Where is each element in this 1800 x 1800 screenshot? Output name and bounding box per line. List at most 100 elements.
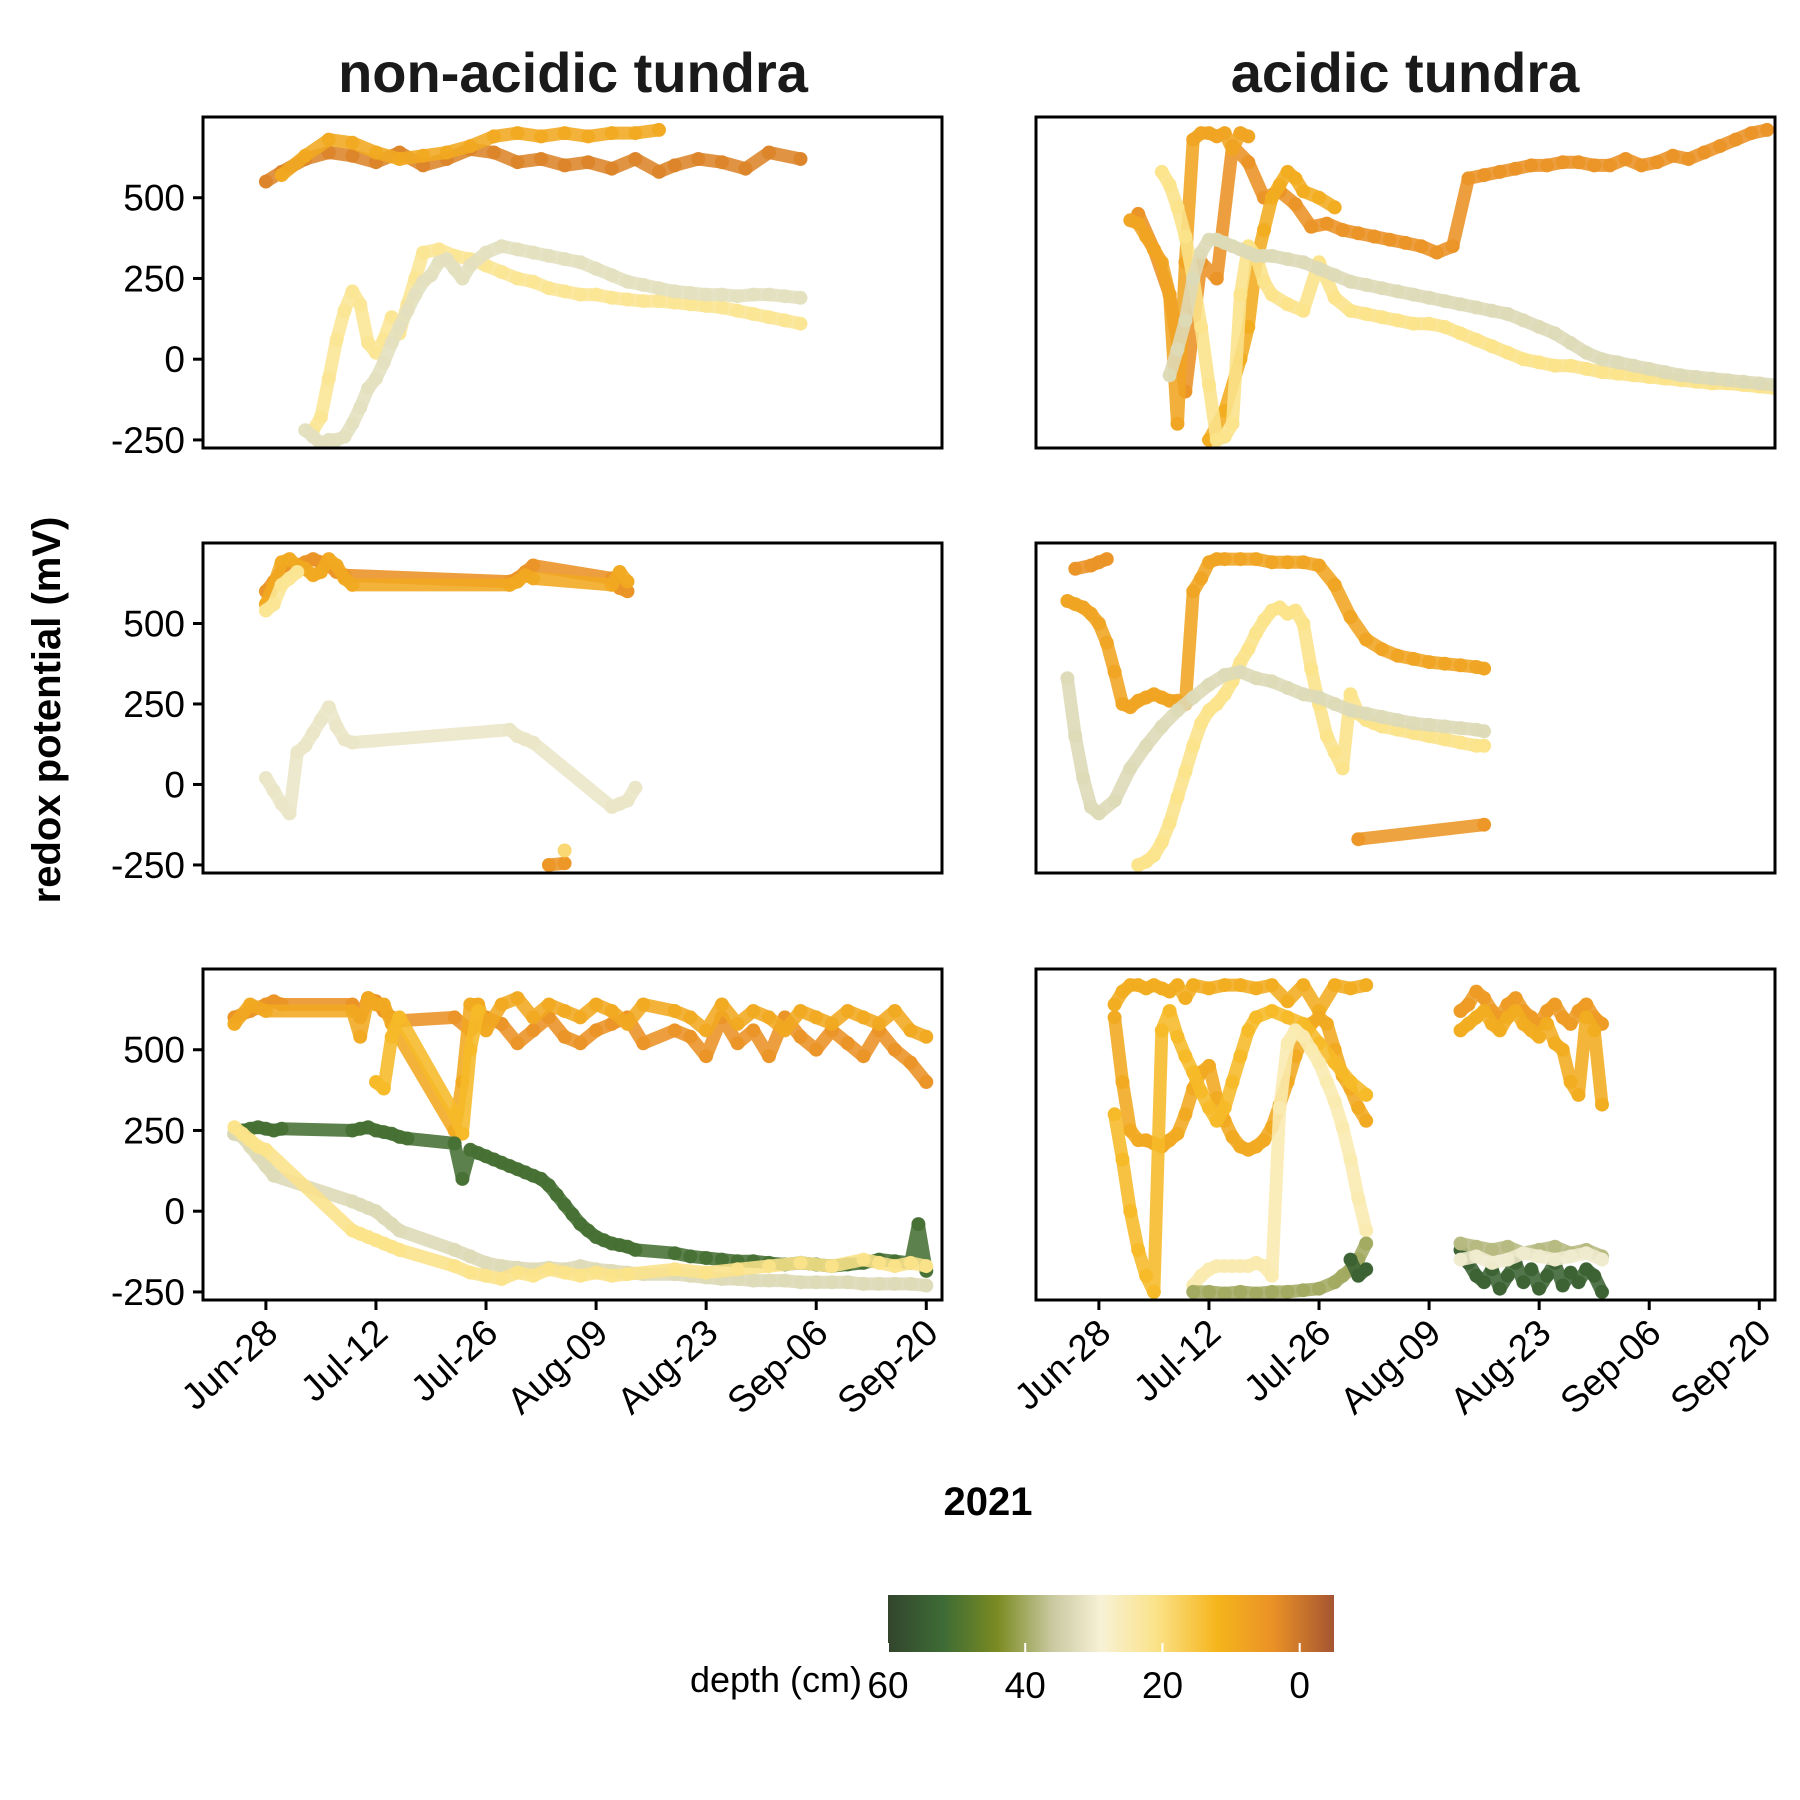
series-line-depth-8 — [1123, 126, 1255, 431]
panel-r1-c1 — [1034, 541, 1777, 875]
data-point — [1390, 284, 1405, 299]
data-point — [911, 1217, 926, 1232]
data-point — [730, 303, 745, 318]
data-point — [1618, 152, 1633, 166]
data-point — [1665, 148, 1680, 163]
data-point — [824, 1259, 839, 1274]
data-point — [1202, 1100, 1216, 1115]
data-point — [1091, 806, 1106, 821]
data-point — [1437, 656, 1452, 671]
data-point — [1422, 655, 1437, 670]
data-point — [667, 1246, 682, 1261]
data-point — [424, 268, 438, 283]
data-point — [1249, 671, 1264, 686]
data-point — [1264, 674, 1279, 689]
data-point — [557, 1265, 572, 1280]
data-point — [1736, 374, 1751, 389]
data-point — [1170, 1029, 1185, 1044]
data-point — [683, 1010, 698, 1025]
data-point — [1123, 1123, 1138, 1138]
data-point — [1154, 719, 1169, 734]
data-point — [1319, 1016, 1334, 1031]
data-point — [1131, 216, 1146, 231]
data-point — [793, 316, 808, 331]
data-point — [1194, 571, 1209, 586]
data-point — [1280, 252, 1295, 267]
data-point — [1154, 835, 1169, 850]
data-point — [872, 1016, 887, 1031]
data-point — [1626, 358, 1641, 373]
x-tick-label: Jul-12 — [293, 1311, 395, 1409]
data-point — [1351, 1191, 1366, 1206]
data-point — [1414, 239, 1429, 254]
data-point — [1154, 1023, 1169, 1038]
data-point — [793, 1004, 808, 1018]
data-point — [903, 1055, 918, 1070]
data-point — [345, 735, 360, 750]
data-point — [1312, 558, 1326, 573]
data-point — [730, 1036, 745, 1051]
x-tick-label: Sep-20 — [830, 1311, 946, 1421]
data-point — [290, 565, 305, 579]
x-tick-label: Jun-28 — [1007, 1311, 1119, 1417]
data-point — [762, 1259, 776, 1274]
data-point — [1485, 303, 1499, 318]
x-tick-label: Sep-06 — [719, 1311, 835, 1421]
data-point — [1351, 832, 1366, 847]
data-point — [628, 1242, 643, 1257]
data-point — [1257, 1133, 1271, 1148]
data-point — [1288, 171, 1303, 186]
data-point — [321, 700, 336, 715]
data-point — [1068, 561, 1083, 576]
y-tick-label: 500 — [123, 1030, 185, 1071]
y-tick-label: -250 — [111, 845, 185, 886]
data-point — [479, 1255, 493, 1270]
data-point — [1178, 313, 1193, 328]
data-point — [447, 1010, 462, 1025]
data-point — [1359, 706, 1374, 721]
data-point — [856, 1010, 871, 1025]
data-point — [447, 261, 462, 276]
legend-tick-label: 60 — [867, 1665, 908, 1706]
data-point — [1437, 294, 1452, 309]
data-point — [1359, 277, 1374, 292]
data-point — [1217, 1100, 1232, 1115]
data-point — [840, 1004, 855, 1018]
data-point — [1374, 642, 1389, 657]
data-point — [1296, 1283, 1311, 1298]
data-point — [581, 129, 596, 144]
data-point — [1202, 1284, 1216, 1299]
data-point — [541, 858, 556, 872]
data-point — [1217, 126, 1232, 141]
y-tick-label: -250 — [111, 420, 185, 461]
data-point — [1713, 139, 1727, 154]
data-point — [1272, 177, 1287, 192]
panel-r1-c0: 500 250 0 -250 — [111, 541, 944, 886]
data-point — [809, 1042, 824, 1057]
data-point — [793, 1275, 808, 1290]
data-point — [557, 126, 572, 141]
data-point — [620, 292, 635, 307]
panel-data — [258, 552, 643, 872]
data-point — [510, 242, 525, 257]
data-point — [1170, 200, 1185, 215]
data-point — [494, 265, 509, 279]
data-point — [494, 239, 509, 254]
data-point — [479, 1268, 493, 1283]
data-point — [1146, 242, 1161, 257]
column-title-acidic: acidic tundra — [1231, 41, 1580, 104]
data-point — [1595, 1097, 1609, 1112]
panel-r2-c1: Jun-28 Jul-12 Jul-26Aug-09Aug-23Sep-06Sep-… — [1007, 967, 1779, 1422]
data-point — [321, 132, 336, 147]
data-point — [1217, 552, 1232, 567]
data-point — [431, 242, 446, 257]
data-point — [526, 1010, 541, 1025]
data-point — [573, 1268, 588, 1283]
data-point — [1225, 1075, 1240, 1089]
y-tick-label: 500 — [123, 178, 185, 219]
y-tick-label: 250 — [123, 1110, 185, 1151]
data-point — [1186, 738, 1201, 753]
data-point — [1264, 287, 1279, 302]
data-point — [581, 155, 596, 170]
